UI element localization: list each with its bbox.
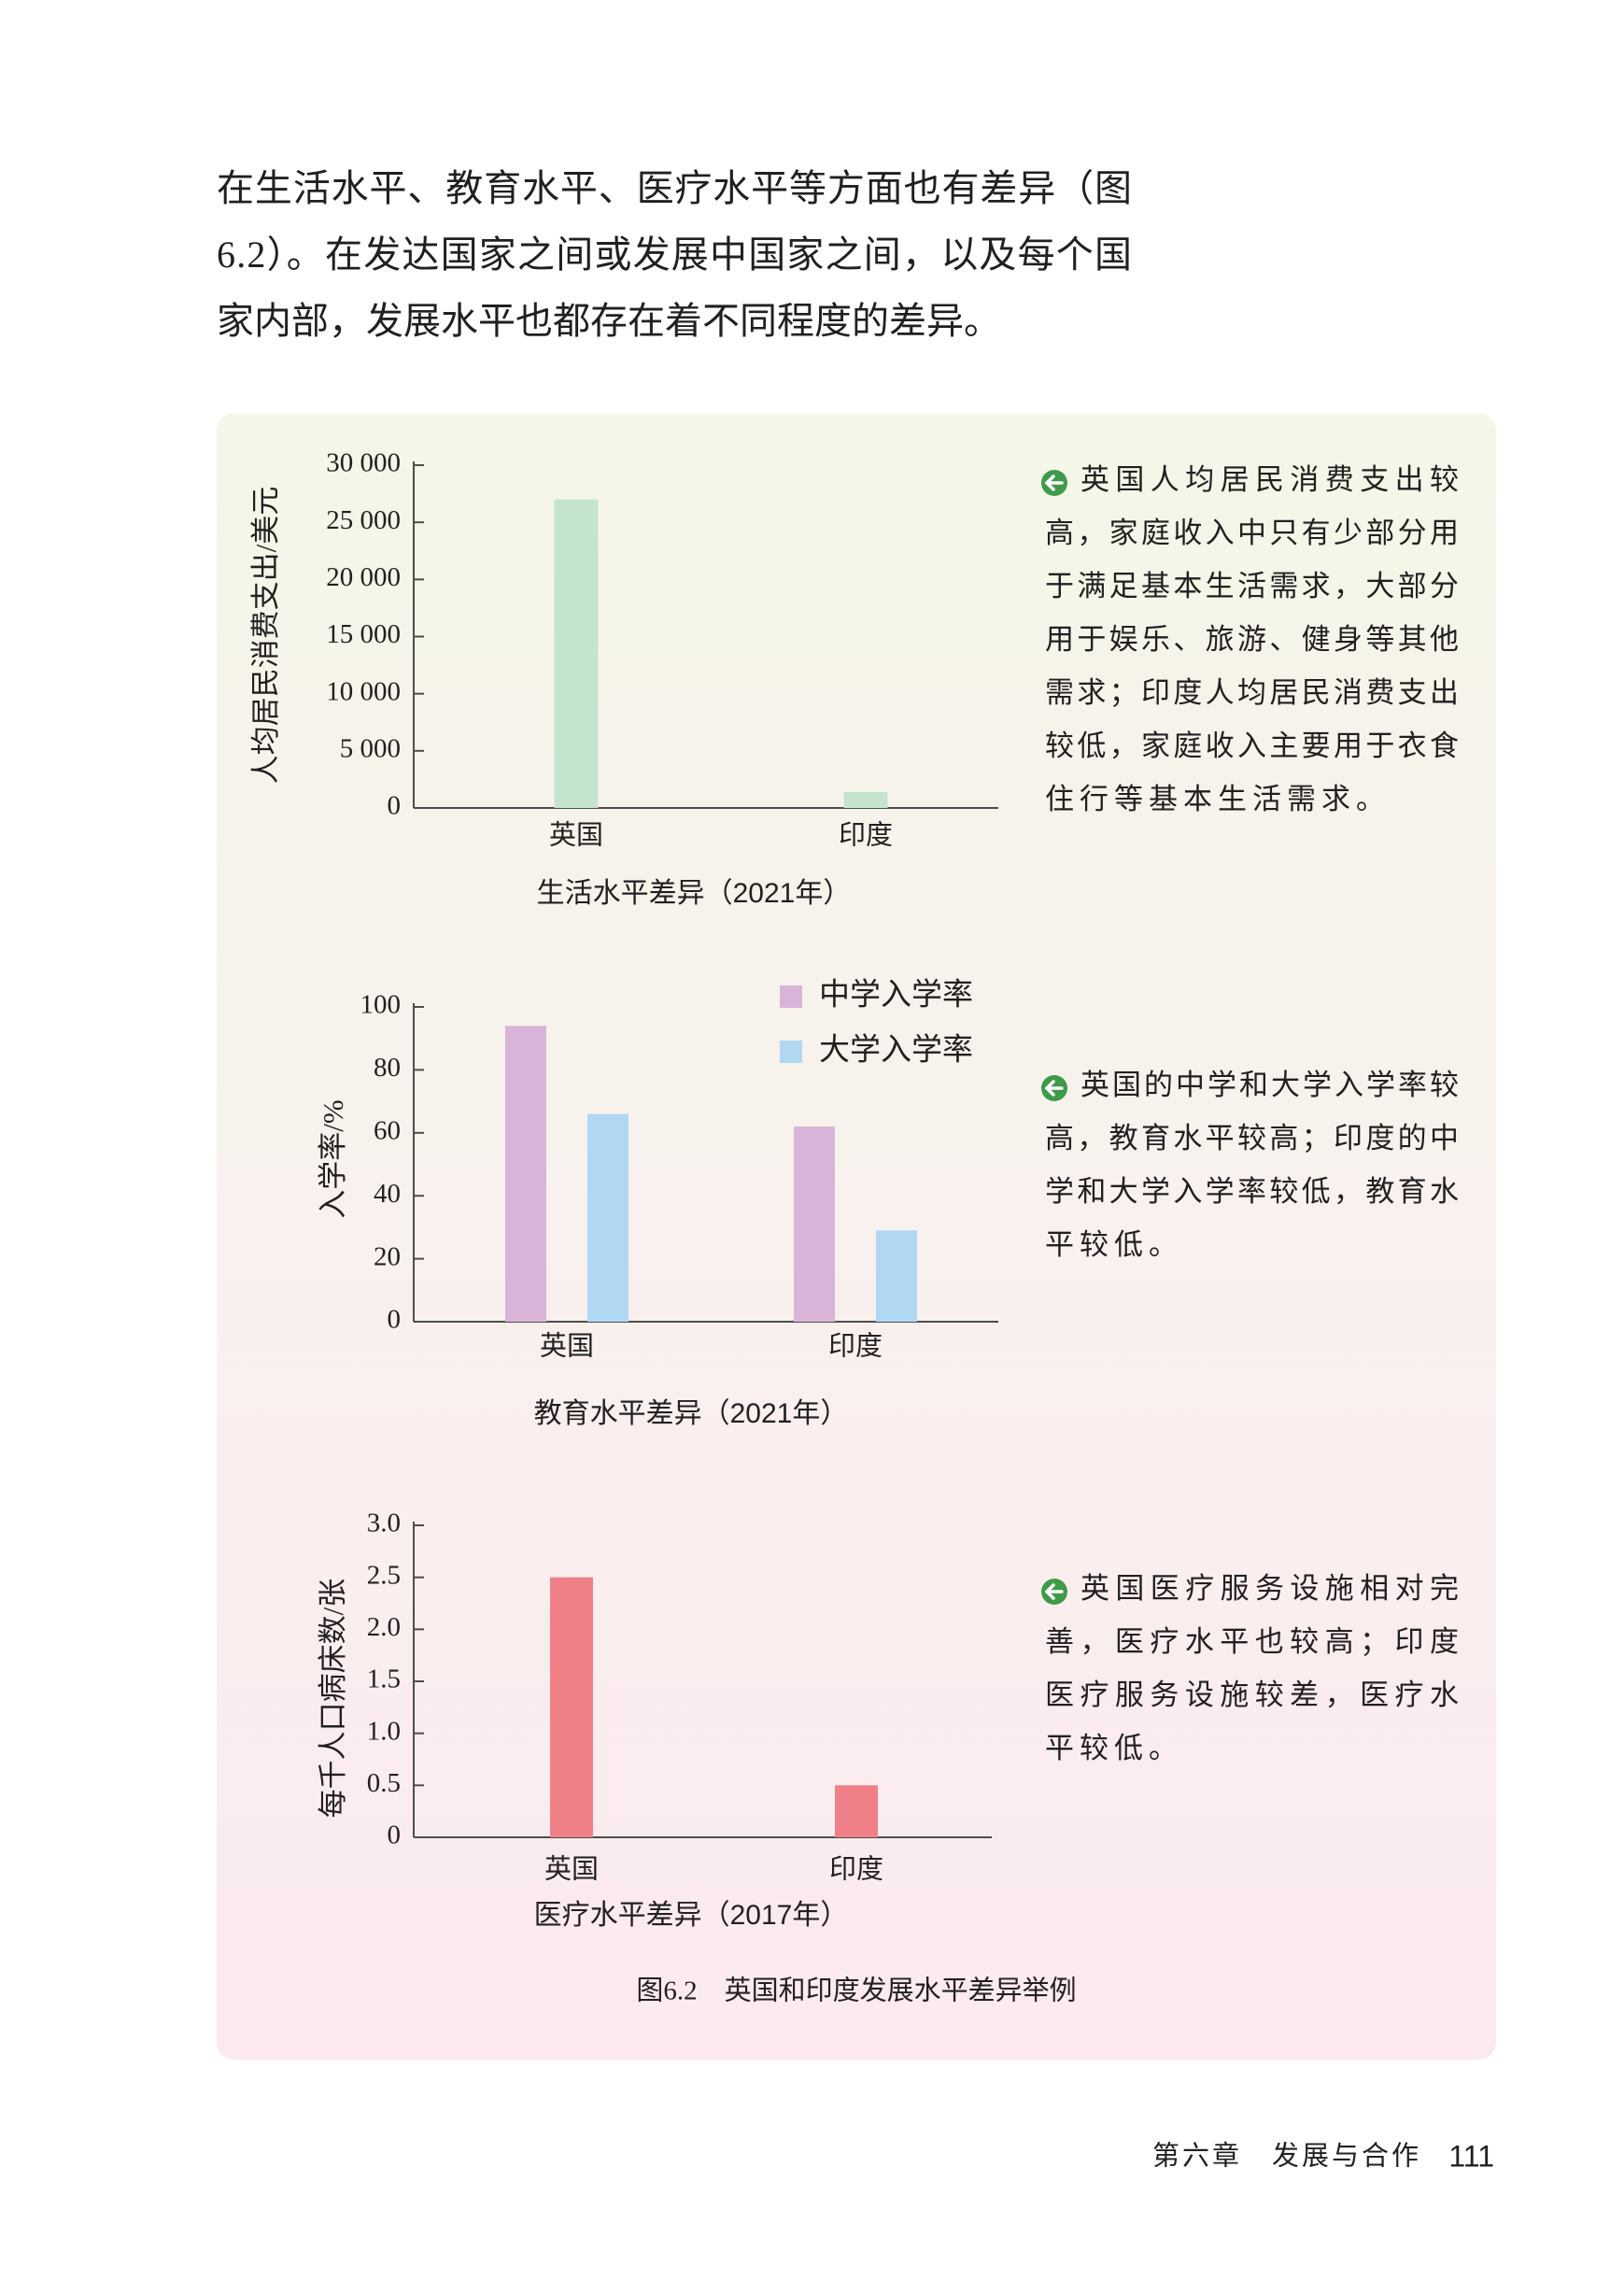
y-tick-label: 60 (374, 1115, 401, 1145)
y-tick-label: 0 (388, 1820, 402, 1850)
y-tick-label: 0 (388, 1305, 402, 1335)
note-icon-arrow (1044, 1080, 1064, 1097)
x-tick-label: 英国 (540, 1331, 594, 1362)
note-line: 高，教育水平较高；印度的中 (1045, 1122, 1459, 1155)
note-line: 学和大学入学率较低，教育水 (1045, 1175, 1459, 1208)
y-tick-label: 10 000 (326, 676, 401, 706)
body-text-line: 家内部，发展水平也都存在着不同程度的差异。 (217, 300, 1001, 342)
note-line: 平较低。 (1045, 1732, 1183, 1764)
note-line: 平较低。 (1045, 1228, 1183, 1261)
y-tick-label: 1.5 (367, 1665, 401, 1694)
note-line: 高，家庭收入中只有少部分用 (1045, 517, 1459, 549)
legend-label: 大学入学率 (819, 1032, 973, 1067)
y-axis-label: 入学率/% (317, 1099, 349, 1218)
note-line: 用于娱乐、旅游、健身等其他 (1045, 623, 1459, 656)
bar (554, 499, 599, 808)
y-axis-label: 每千人口病床数/张 (317, 1579, 349, 1819)
figure-panel (217, 414, 1496, 2060)
footer-chapter: 第六章 发展与合作 (1152, 2141, 1421, 2172)
y-tick-label: 30 000 (326, 448, 401, 478)
y-tick-label: 3.0 (367, 1509, 401, 1538)
y-tick-label: 5 000 (340, 733, 401, 763)
note-line: 需求；印度人均居民消费支出 (1045, 676, 1459, 709)
y-tick-label: 20 (374, 1241, 401, 1271)
y-tick-label: 25 000 (326, 505, 401, 535)
chart-title: 生活水平差异（2021年） (537, 878, 852, 909)
note-line: 于满足基本生活需求，大部分 (1045, 570, 1459, 602)
bar (794, 1126, 835, 1322)
chart-title: 医疗水平差异（2017年） (534, 1900, 849, 1931)
y-tick-label: 2.0 (367, 1612, 401, 1642)
chart-title: 教育水平差异（2021年） (534, 1398, 849, 1429)
footer-page-number: 111 (1448, 2139, 1494, 2173)
note-line: 英国医疗服务设施相对完 (1080, 1572, 1459, 1605)
note-line: 较低，家庭收入主要用于衣食 (1045, 730, 1459, 762)
y-tick-label: 80 (374, 1053, 401, 1083)
y-tick-label: 20 000 (326, 562, 401, 592)
body-text-line: 6.2）。在发达国家之间或发展中国家之间，以及每个国 (217, 234, 1132, 276)
note-icon-arrow (1044, 1583, 1064, 1600)
bar (843, 791, 888, 808)
note-line: 住行等基本生活需求。 (1045, 783, 1391, 815)
figure-caption: 图6.2 英国和印度发展水平差异举例 (636, 1976, 1076, 2006)
y-tick-label: 40 (374, 1179, 401, 1209)
x-tick-label: 英国 (549, 820, 603, 851)
y-tick-label: 100 (360, 990, 402, 1020)
note-icon-arrow (1044, 475, 1064, 491)
y-tick-label: 0 (388, 791, 402, 821)
legend-swatch (780, 985, 802, 1008)
x-tick-label: 印度 (839, 820, 893, 851)
note-line: 英国人均居民消费支出较 (1080, 463, 1459, 496)
y-tick-label: 15 000 (326, 619, 401, 649)
x-tick-label: 印度 (828, 1331, 883, 1362)
x-tick-label: 印度 (829, 1854, 883, 1885)
x-tick-label: 英国 (544, 1854, 599, 1885)
y-tick-label: 0.5 (367, 1768, 401, 1798)
bar (835, 1785, 878, 1837)
legend-label: 中学入学率 (819, 977, 973, 1012)
y-tick-label: 1.0 (367, 1716, 401, 1746)
bar (876, 1230, 917, 1322)
bar (587, 1113, 628, 1322)
bar (550, 1577, 593, 1837)
y-axis-label: 人均居民消费支出/美元 (249, 487, 282, 785)
legend-swatch (780, 1041, 802, 1063)
bar (505, 1026, 546, 1322)
y-tick-label: 2.5 (367, 1560, 401, 1590)
body-text-line: 在生活水平、教育水平、医疗水平等方面也有差异（图 (217, 167, 1132, 209)
